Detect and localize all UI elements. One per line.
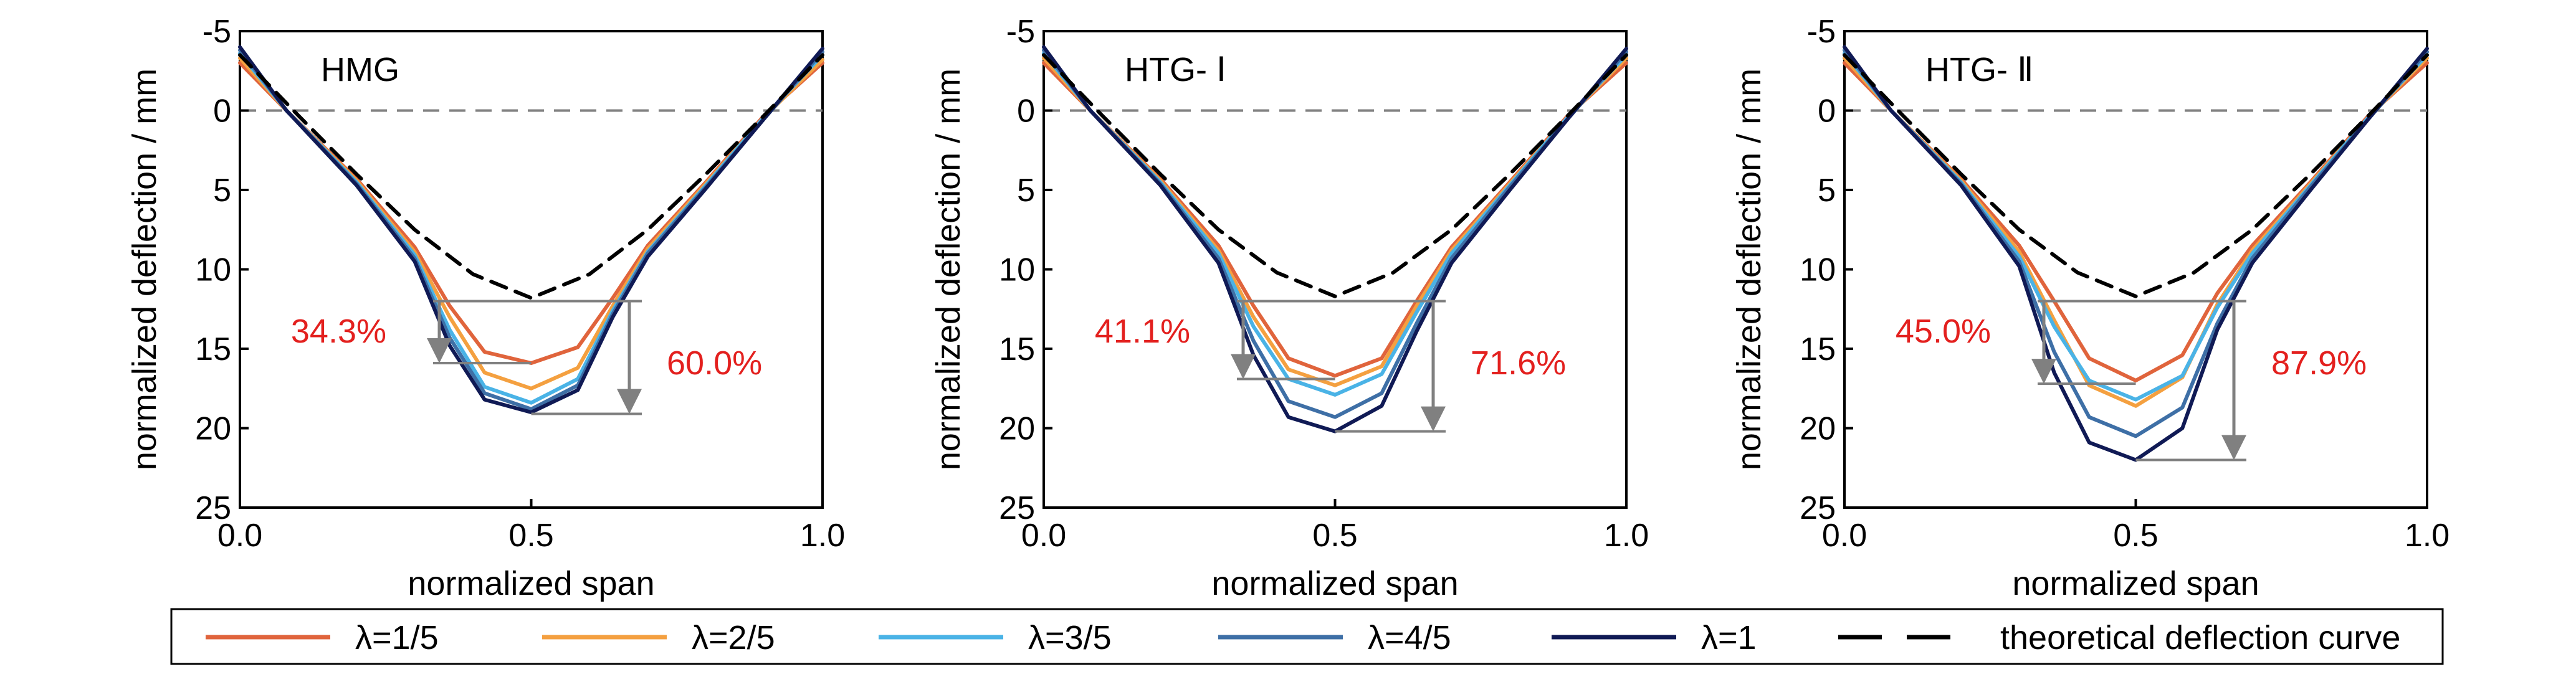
x-tick-label: 1.0 [800, 518, 845, 554]
panel-title: HMG [321, 51, 399, 88]
x-tick-label: 0.5 [2113, 518, 2158, 554]
percentage-label: 60.0% [667, 344, 762, 382]
legend: λ=1/5 λ=2/5 λ=3/5 λ=4/5 λ=1 theoretical defle… [170, 608, 2444, 665]
chart-panel-3: -5 0 5 10 15 20 250.0 0.5 1.0 normalized span norm… [1730, 14, 2450, 602]
y-tick-label: 5 [1017, 173, 1035, 209]
y-tick-label: -5 [1807, 14, 1836, 50]
chart-panel-1: -5 0 5 10 15 20 250.0 0.5 1.0 normalized span norm… [126, 14, 845, 602]
x-axis-label: normalized span [408, 565, 654, 602]
plot-frame [239, 30, 824, 509]
y-tick-label: 10 [1800, 252, 1836, 288]
y-tick-label: 25 [1800, 490, 1836, 526]
x-tick-label: 0.0 [217, 518, 262, 554]
legend-label: λ=1/5 [355, 619, 439, 656]
y-tick-label: 20 [195, 411, 231, 447]
y-tick-label: 20 [1800, 411, 1836, 447]
x-tick-label: 0.5 [1312, 518, 1357, 554]
y-tick-label: 10 [999, 252, 1035, 288]
series-line-5 [238, 45, 824, 414]
y-axis-label: normalized deflection / mm [1730, 69, 1768, 470]
y-tick-label: 15 [195, 331, 231, 367]
y-tick-label: 5 [1818, 173, 1836, 209]
x-tick-label: 0.5 [508, 518, 553, 554]
panel-title: HTG- Ⅱ [1925, 51, 2034, 88]
y-tick-label: 0 [1017, 93, 1035, 130]
x-axis-label: normalized span [2012, 565, 2259, 602]
theoretical-deflection-curve [1042, 53, 1628, 298]
y-axis-label: normalized deflection / mm [126, 69, 163, 470]
legend-label: theoretical deflection curve [2000, 619, 2400, 656]
y-tick-label: 0 [1818, 93, 1836, 130]
plot-frame [1042, 30, 1628, 509]
x-tick-label: 1.0 [2405, 518, 2450, 554]
y-tick-label: 25 [195, 490, 231, 526]
legend-label: λ=4/5 [1368, 619, 1451, 656]
legend-label: λ=2/5 [692, 619, 775, 656]
x-tick-label: 1.0 [1604, 518, 1649, 554]
percentage-label: 41.1% [1095, 313, 1190, 350]
x-tick-label: 0.0 [1021, 518, 1066, 554]
chart-panel-2: -5 0 5 10 15 20 250.0 0.5 1.0 normalized span norm… [930, 14, 1649, 602]
y-tick-label: -5 [203, 14, 231, 50]
percentage-label: 87.9% [2271, 344, 2367, 382]
y-tick-label: -5 [1006, 14, 1035, 50]
legend-label: λ=3/5 [1028, 619, 1112, 656]
theoretical-deflection-curve [1843, 53, 2429, 298]
percentage-label: 45.0% [1896, 313, 1991, 350]
legend-label: λ=1 [1701, 619, 1757, 656]
y-tick-label: 15 [1800, 331, 1836, 367]
y-tick-label: 10 [195, 252, 231, 288]
y-tick-label: 20 [999, 411, 1035, 447]
y-tick-label: 0 [213, 93, 231, 130]
panel-title: HTG- Ⅰ [1125, 51, 1226, 88]
y-tick-label: 15 [999, 331, 1035, 367]
percentage-label: 34.3% [291, 313, 386, 350]
y-tick-label: 25 [999, 490, 1035, 526]
theoretical-deflection-curve [238, 53, 824, 300]
x-tick-label: 0.0 [1822, 518, 1867, 554]
y-axis-label: normalized deflection / mm [930, 69, 967, 470]
percentage-label: 71.6% [1471, 344, 1566, 382]
y-tick-label: 5 [213, 173, 231, 209]
x-axis-label: normalized span [1211, 565, 1458, 602]
